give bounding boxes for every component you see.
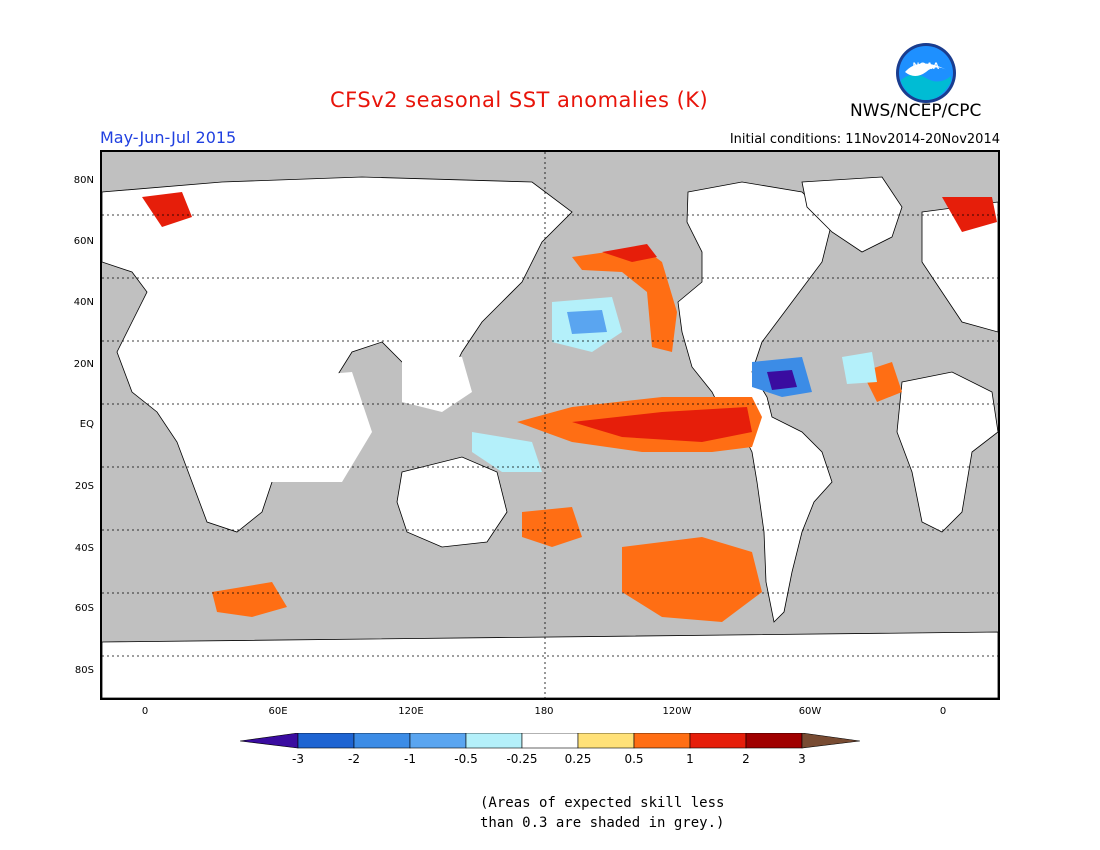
sst-map bbox=[102, 152, 998, 698]
greenland-land bbox=[801, 176, 903, 253]
colorbar-swatch-7 bbox=[633, 733, 691, 749]
lat-label-20n: 20N bbox=[73, 359, 94, 370]
lat-label-60n: 60N bbox=[73, 236, 94, 247]
colorbar-swatch-1 bbox=[297, 733, 355, 749]
lon-label-60w: 60W bbox=[798, 706, 822, 717]
initial-conditions: Initial conditions: 11Nov2014-20Nov2014 bbox=[729, 132, 1000, 147]
colorbar-label-3: 3 bbox=[798, 752, 806, 766]
north-pacific-warm bbox=[572, 247, 677, 352]
map-frame bbox=[100, 150, 1000, 700]
neutral-anomalies bbox=[232, 352, 472, 482]
colorbar-max-arrow bbox=[801, 733, 860, 749]
footnote: (Areas of expected skill less than 0.3 a… bbox=[480, 793, 724, 833]
lon-label-0-east: 0 bbox=[939, 706, 947, 717]
australia-land bbox=[396, 456, 508, 548]
colorbar-swatch-6 bbox=[577, 733, 635, 749]
lon-label-120w: 120W bbox=[662, 706, 692, 717]
africa-east-land bbox=[896, 371, 998, 533]
lat-label-60s: 60S bbox=[74, 603, 94, 614]
colorbar-swatch-8 bbox=[689, 733, 747, 749]
colorbar-swatch-4 bbox=[465, 733, 523, 749]
lon-label-120e: 120E bbox=[398, 706, 424, 717]
chart-title: CFSv2 seasonal SST anomalies (K) bbox=[330, 88, 709, 112]
colorbar-label-neg3: -3 bbox=[292, 752, 304, 766]
colorbar-label-neg025: -0.25 bbox=[506, 752, 538, 766]
antarctica-land bbox=[102, 631, 998, 698]
cool-anomalies bbox=[472, 297, 877, 472]
lon-label-180: 180 bbox=[534, 706, 554, 717]
colorbar bbox=[240, 733, 860, 749]
nw-atlantic-warm bbox=[142, 192, 192, 227]
americas-land bbox=[677, 181, 833, 623]
colorbar-label-1: 1 bbox=[686, 752, 694, 766]
noaa-logo: NOAA bbox=[895, 42, 957, 104]
colorbar-swatch-3 bbox=[409, 733, 467, 749]
logo-text: NOAA bbox=[913, 61, 940, 71]
lon-label-60e: 60E bbox=[268, 706, 288, 717]
season-label: May-Jun-Jul 2015 bbox=[100, 128, 237, 147]
alaska-warm bbox=[602, 244, 657, 262]
lat-label-80n: 80N bbox=[73, 175, 94, 186]
footnote-line-2: than 0.3 are shaded in grey.) bbox=[480, 815, 725, 831]
europe-east-land bbox=[921, 201, 998, 333]
agency-label: NWS/NCEP/CPC bbox=[850, 101, 982, 121]
lat-label-40n: 40N bbox=[73, 297, 94, 308]
south-indian-warm bbox=[212, 582, 287, 617]
lat-label-20s: 20S bbox=[74, 481, 94, 492]
colorbar-label-025: 0.25 bbox=[564, 752, 592, 766]
colorbar-label-neg1: -1 bbox=[404, 752, 416, 766]
colorbar-swatch-9 bbox=[745, 733, 803, 749]
lat-label-eq: EQ bbox=[79, 419, 94, 430]
colorbar-swatch-2 bbox=[353, 733, 411, 749]
south-pacific-warm bbox=[522, 507, 582, 547]
nino-core bbox=[572, 407, 752, 442]
graticule bbox=[102, 152, 998, 698]
lat-label-40s: 40S bbox=[74, 543, 94, 554]
lon-label-0-west: 0 bbox=[141, 706, 149, 717]
colorbar-label-05: 0.5 bbox=[624, 752, 644, 766]
colorbar-label-neg2: -2 bbox=[348, 752, 360, 766]
warm-anomalies bbox=[142, 192, 997, 622]
ne-atlantic-warm bbox=[942, 197, 997, 232]
colorbar-swatch-5 bbox=[521, 733, 579, 749]
footnote-line-1: (Areas of expected skill less bbox=[480, 795, 725, 811]
land bbox=[102, 176, 998, 698]
colorbar-label-2: 2 bbox=[742, 752, 750, 766]
colorbar-min-arrow bbox=[240, 733, 299, 749]
southern-ocean-warm bbox=[622, 537, 762, 622]
lat-label-80s: 80S bbox=[74, 665, 94, 676]
colorbar-label-neg05: -0.5 bbox=[454, 752, 478, 766]
